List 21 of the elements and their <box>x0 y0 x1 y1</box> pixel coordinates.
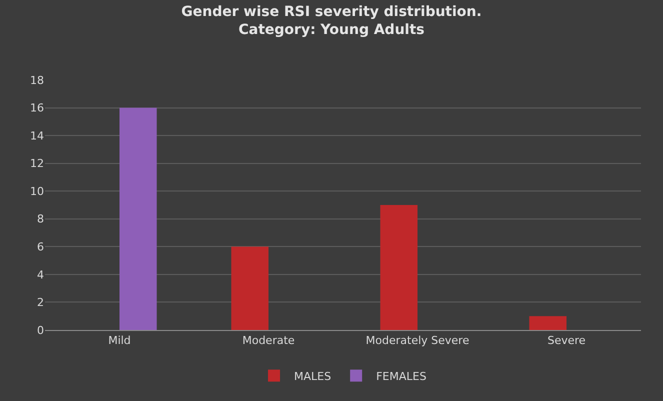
x-tick-label: Moderate <box>242 334 295 348</box>
y-tick-label: 12 <box>30 157 44 170</box>
x-tick-label: Moderately Severe <box>366 334 470 348</box>
bar <box>529 316 566 330</box>
y-tick-label: 4 <box>37 268 44 282</box>
y-tick-label: 8 <box>37 212 44 226</box>
chart-title: Gender wise RSI severity distribution. Category: Young Adults <box>181 4 482 38</box>
y-tick-label: 0 <box>37 324 44 337</box>
y-tick-label: 10 <box>30 184 44 198</box>
bar <box>231 246 268 330</box>
y-tick-label: 2 <box>37 296 44 310</box>
x-tick-label: Mild <box>108 334 131 348</box>
y-tick-label: 16 <box>30 102 44 115</box>
y-tick-label: 14 <box>30 129 44 142</box>
bar <box>120 108 157 330</box>
legend-label: FEMALES <box>376 370 426 383</box>
x-tick-label: Severe <box>547 334 586 348</box>
y-tick-label: 6 <box>37 240 44 254</box>
bar <box>380 205 418 330</box>
legend-label: MALES <box>294 370 332 383</box>
y-tick-label: 18 <box>30 74 44 87</box>
